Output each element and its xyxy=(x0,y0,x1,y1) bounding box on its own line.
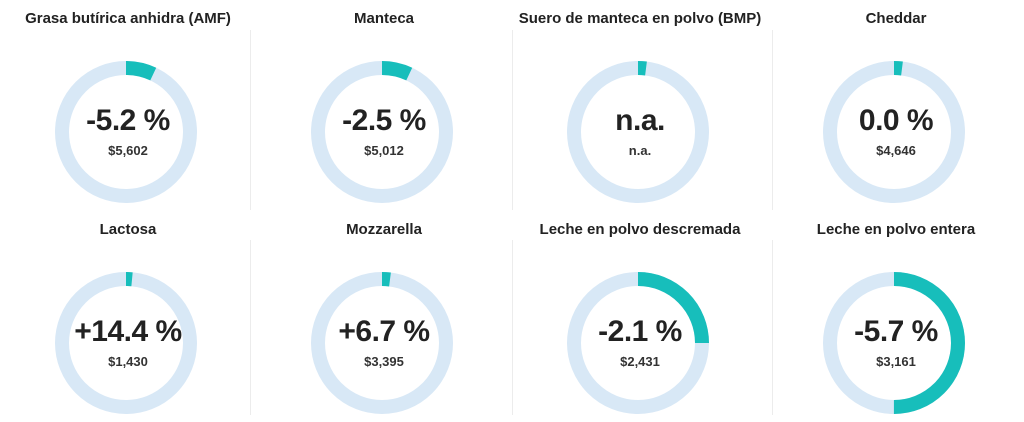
column-divider xyxy=(512,30,513,210)
donut-card: Mozzarella +6.7 % $3,395 xyxy=(256,211,512,422)
donut-fill-arc xyxy=(567,61,709,203)
price-value: $5,012 xyxy=(364,143,404,158)
price-value: $3,395 xyxy=(364,354,404,369)
price-value: $3,161 xyxy=(876,354,916,369)
change-percent: 0.0 % xyxy=(858,104,934,137)
donut-card: Cheddar 0.0 % $4,646 xyxy=(768,0,1024,211)
donut-fill-arc xyxy=(55,61,197,203)
column-divider xyxy=(512,240,513,415)
donut-title: Cheddar xyxy=(865,10,927,27)
donut-card: Manteca -2.5 % $5,012 xyxy=(256,0,512,211)
donut-ring xyxy=(823,61,965,203)
donut-card: Leche en polvo entera -5.7 % $3,161 xyxy=(768,211,1024,422)
price-value: $4,646 xyxy=(876,143,916,158)
donut-card: Lactosa +14.4 % $1,430 xyxy=(0,211,256,422)
donut-card: Grasa butírica anhidra (AMF) -5.2 % $5,602 xyxy=(0,0,256,211)
donut-fill-arc xyxy=(311,61,453,203)
donut-ring xyxy=(567,61,709,203)
donut-ring xyxy=(55,272,197,414)
donut-title: Suero de manteca en polvo (BMP) xyxy=(518,10,762,27)
donut-fill-arc xyxy=(311,272,453,414)
change-percent: -5.2 % xyxy=(86,104,170,137)
donut-ring xyxy=(55,61,197,203)
donut-title: Leche en polvo entera xyxy=(816,221,976,238)
donut-fill-arc xyxy=(567,272,709,414)
change-percent: +6.7 % xyxy=(338,315,430,348)
donut-card: Suero de manteca en polvo (BMP) n.a. n.a. xyxy=(512,0,768,211)
donut-ring xyxy=(311,272,453,414)
column-divider xyxy=(772,30,773,210)
change-percent: -2.5 % xyxy=(342,104,426,137)
column-divider xyxy=(772,240,773,415)
donut-title: Mozzarella xyxy=(346,221,422,238)
price-value: $5,602 xyxy=(108,143,148,158)
price-value: $1,430 xyxy=(108,354,148,369)
donut-fill-arc xyxy=(55,272,197,414)
change-percent: +14.4 % xyxy=(74,315,182,348)
column-divider xyxy=(250,30,251,210)
change-percent: -5.7 % xyxy=(854,315,938,348)
donut-fill-arc xyxy=(823,61,965,203)
donut-title: Grasa butírica anhidra (AMF) xyxy=(25,10,231,27)
donut-fill-arc xyxy=(823,272,965,414)
donut-title: Manteca xyxy=(353,10,415,27)
donut-card: Leche en polvo descremada -2.1 % $2,431 xyxy=(512,211,768,422)
column-divider xyxy=(250,240,251,415)
change-percent: n.a. xyxy=(615,104,665,137)
donut-ring xyxy=(567,272,709,414)
donut-title: Leche en polvo descremada xyxy=(539,221,741,238)
change-percent: -2.1 % xyxy=(598,315,682,348)
donut-ring xyxy=(311,61,453,203)
donut-title: Lactosa xyxy=(99,221,157,238)
price-value: $2,431 xyxy=(620,354,660,369)
donut-ring xyxy=(823,272,965,414)
price-value: n.a. xyxy=(628,143,652,158)
